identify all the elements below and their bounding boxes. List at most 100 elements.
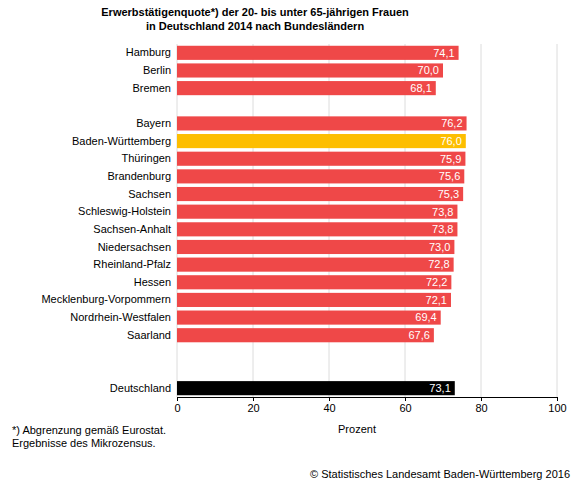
x-tick-mark bbox=[481, 397, 482, 401]
grid-line bbox=[329, 44, 330, 397]
category-label: Bremen bbox=[132, 82, 171, 94]
category-label: Hessen bbox=[134, 276, 171, 288]
grid-line bbox=[557, 44, 558, 397]
category-label: Schleswig-Holstein bbox=[78, 205, 171, 217]
bar bbox=[177, 275, 451, 289]
data-label: 72,2 bbox=[426, 276, 447, 288]
x-tick: 80 bbox=[475, 397, 487, 414]
y-tick: Thüringen bbox=[121, 152, 177, 164]
bar bbox=[177, 328, 434, 342]
y-tick: Sachsen bbox=[128, 188, 177, 200]
bars bbox=[177, 46, 467, 395]
data-label: 73,0 bbox=[429, 241, 450, 253]
category-label: Saarland bbox=[127, 329, 171, 341]
category-label: Rheinland-Pfalz bbox=[93, 258, 171, 270]
data-label: 75,6 bbox=[439, 170, 460, 182]
category-label: Berlin bbox=[143, 64, 171, 76]
y-tick: Schleswig-Holstein bbox=[78, 205, 177, 217]
y-tick: Rheinland-Pfalz bbox=[93, 258, 177, 270]
x-tick-mark bbox=[177, 397, 178, 401]
category-label: Bayern bbox=[136, 117, 171, 129]
data-label: 74,1 bbox=[433, 47, 454, 59]
y-tick: Hessen bbox=[134, 276, 177, 288]
data-label: 75,9 bbox=[440, 153, 461, 165]
bar bbox=[177, 258, 454, 272]
data-label: 69,4 bbox=[415, 311, 436, 323]
bar bbox=[177, 222, 457, 236]
y-tick: Berlin bbox=[143, 64, 177, 76]
category-label: Nordrhein-Westfalen bbox=[70, 311, 171, 323]
footnote: Ergebnisse des Mikrozensus. bbox=[12, 437, 156, 449]
category-label: Sachsen-Anhalt bbox=[93, 223, 171, 235]
bar bbox=[177, 152, 465, 166]
category-label: Niedersachsen bbox=[98, 240, 171, 252]
y-tick: Mecklenburg-Vorpommern bbox=[41, 293, 177, 305]
x-tick-label: 20 bbox=[247, 402, 259, 414]
data-label: 76,0 bbox=[440, 135, 461, 147]
data-label: 73,1 bbox=[429, 382, 450, 394]
x-tick-label: 100 bbox=[548, 402, 566, 414]
x-tick-mark bbox=[329, 397, 330, 401]
data-label: 73,8 bbox=[432, 223, 453, 235]
y-tick: Saarland bbox=[127, 329, 177, 341]
y-tick: Bayern bbox=[136, 117, 177, 129]
grid-line bbox=[177, 44, 178, 397]
bar bbox=[177, 311, 441, 325]
x-tick: 60 bbox=[399, 397, 411, 414]
data-label: 72,1 bbox=[426, 294, 447, 306]
x-axis-title: Prozent bbox=[338, 423, 376, 435]
data-label: 75,3 bbox=[438, 188, 459, 200]
bar bbox=[177, 134, 466, 148]
bar bbox=[177, 240, 454, 254]
x-tick: 100 bbox=[548, 397, 566, 414]
category-label: Deutschland bbox=[110, 382, 171, 394]
category-label: Hamburg bbox=[126, 46, 171, 58]
data-label: 67,6 bbox=[408, 329, 429, 341]
bar bbox=[177, 63, 443, 77]
bar bbox=[177, 116, 467, 130]
x-axis: 0 20 40 60 80 100 bbox=[174, 397, 566, 414]
bar bbox=[177, 381, 455, 395]
x-axis-line bbox=[178, 397, 558, 398]
y-tick: Baden-Württemberg bbox=[72, 135, 177, 147]
category-label: Brandenburg bbox=[107, 170, 171, 182]
x-tick-label: 0 bbox=[174, 402, 180, 414]
bar bbox=[177, 81, 436, 95]
category-label: Sachsen bbox=[128, 188, 171, 200]
y-tick: Deutschland bbox=[110, 382, 177, 394]
category-label: Baden-Württemberg bbox=[72, 135, 171, 147]
x-tick-mark bbox=[253, 397, 254, 401]
data-label: 73,8 bbox=[432, 206, 453, 218]
grid-line bbox=[405, 44, 406, 397]
y-tick: Niedersachsen bbox=[98, 240, 177, 252]
data-label: 68,1 bbox=[410, 82, 431, 94]
data-label: 72,8 bbox=[428, 258, 449, 270]
bar bbox=[177, 169, 464, 183]
data-label: 70,0 bbox=[418, 64, 439, 76]
bar bbox=[177, 187, 463, 201]
x-tick: 40 bbox=[323, 397, 335, 414]
x-tick: 20 bbox=[247, 397, 259, 414]
grid bbox=[177, 44, 557, 397]
y-axis: Hamburg Berlin Bremen Bayern Baden-Württembe… bbox=[41, 46, 177, 393]
grid-line bbox=[481, 44, 482, 397]
y-tick: Sachsen-Anhalt bbox=[93, 223, 177, 235]
data-label: 76,2 bbox=[441, 117, 462, 129]
y-tick: Hamburg bbox=[126, 46, 177, 58]
data-labels: 74,1 70,0 68,1 76,2 76,0 75,9 75,6 75,3 73,8 73,8… bbox=[408, 47, 462, 394]
chart: Erwerbstätigenquote*) der 20- bis unter … bbox=[0, 0, 582, 486]
source: © Statistisches Landesamt Baden-Württemb… bbox=[310, 468, 570, 480]
grid-line bbox=[253, 44, 254, 397]
bar bbox=[177, 46, 459, 60]
category-label: Mecklenburg-Vorpommern bbox=[41, 293, 171, 305]
bar bbox=[177, 205, 457, 219]
y-tick: Brandenburg bbox=[107, 170, 177, 182]
title: in Deutschland 2014 nach Bundesländern bbox=[146, 20, 365, 32]
x-tick-label: 60 bbox=[399, 402, 411, 414]
x-tick: 0 bbox=[174, 397, 180, 414]
y-tick: Nordrhein-Westfalen bbox=[70, 311, 177, 323]
category-label: Thüringen bbox=[121, 152, 171, 164]
x-tick-mark bbox=[405, 397, 406, 401]
x-tick-mark bbox=[557, 397, 558, 401]
x-tick-label: 80 bbox=[475, 402, 487, 414]
